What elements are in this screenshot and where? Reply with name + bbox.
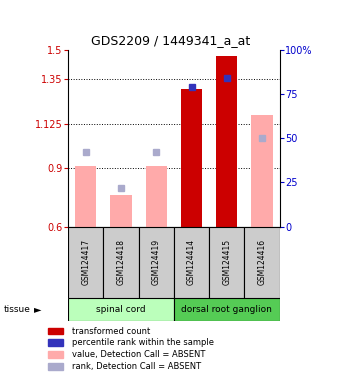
Text: value, Detection Call = ABSENT: value, Detection Call = ABSENT [72, 350, 205, 359]
Text: transformed count: transformed count [72, 326, 150, 336]
Text: rank, Detection Call = ABSENT: rank, Detection Call = ABSENT [72, 362, 201, 371]
Text: GSM124418: GSM124418 [117, 239, 125, 285]
Text: GSM124419: GSM124419 [152, 239, 161, 285]
Bar [110, 195, 132, 227]
Text: spinal cord: spinal cord [96, 305, 146, 314]
Bar [216, 56, 237, 227]
Text: percentile rank within the sample: percentile rank within the sample [72, 338, 213, 348]
Bar [209, 227, 244, 298]
Text: GSM124414: GSM124414 [187, 239, 196, 285]
Bar [174, 227, 209, 298]
Text: GDS2209 / 1449341_a_at: GDS2209 / 1449341_a_at [91, 34, 250, 47]
Bar [68, 298, 174, 321]
Text: GSM124415: GSM124415 [222, 239, 231, 285]
Bar [68, 227, 103, 298]
Bar [103, 227, 139, 298]
Bar [181, 89, 202, 227]
Text: GSM124416: GSM124416 [257, 239, 267, 285]
Bar [75, 166, 97, 227]
Text: GSM124417: GSM124417 [81, 239, 90, 285]
Bar [244, 227, 280, 298]
Bar [139, 227, 174, 298]
Text: dorsal root ganglion: dorsal root ganglion [181, 305, 272, 314]
Bar [251, 115, 272, 227]
Bar [146, 166, 167, 227]
Text: tissue: tissue [3, 305, 30, 314]
Bar [174, 298, 280, 321]
Text: ►: ► [34, 304, 42, 314]
